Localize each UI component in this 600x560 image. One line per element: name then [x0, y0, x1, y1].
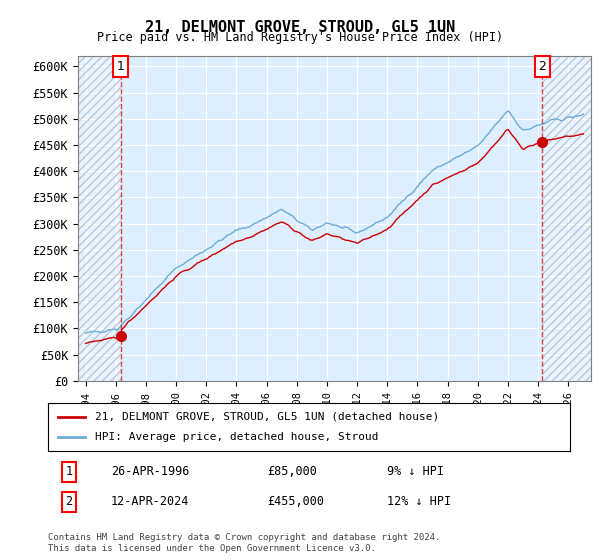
Text: 12% ↓ HPI: 12% ↓ HPI — [388, 496, 451, 508]
Bar — [542, 56, 591, 381]
Text: 21, DELMONT GROVE, STROUD, GL5 1UN (detached house): 21, DELMONT GROVE, STROUD, GL5 1UN (deta… — [95, 412, 439, 422]
Text: 1: 1 — [116, 60, 124, 73]
Bar — [78, 56, 121, 381]
Text: 1: 1 — [65, 465, 73, 478]
Text: 21, DELMONT GROVE, STROUD, GL5 1UN: 21, DELMONT GROVE, STROUD, GL5 1UN — [145, 20, 455, 35]
Text: 2: 2 — [538, 60, 547, 73]
Text: £85,000: £85,000 — [267, 465, 317, 478]
Text: Contains HM Land Registry data © Crown copyright and database right 2024.
This d: Contains HM Land Registry data © Crown c… — [48, 533, 440, 553]
Text: 2: 2 — [65, 496, 73, 508]
Bar — [542, 56, 591, 381]
Text: HPI: Average price, detached house, Stroud: HPI: Average price, detached house, Stro… — [95, 432, 379, 442]
Bar — [78, 56, 121, 381]
Text: £455,000: £455,000 — [267, 496, 324, 508]
Text: Price paid vs. HM Land Registry's House Price Index (HPI): Price paid vs. HM Land Registry's House … — [97, 31, 503, 44]
Bar — [542, 56, 591, 381]
Text: 9% ↓ HPI: 9% ↓ HPI — [388, 465, 444, 478]
Bar — [78, 56, 121, 381]
Text: 12-APR-2024: 12-APR-2024 — [110, 496, 189, 508]
Text: 26-APR-1996: 26-APR-1996 — [110, 465, 189, 478]
